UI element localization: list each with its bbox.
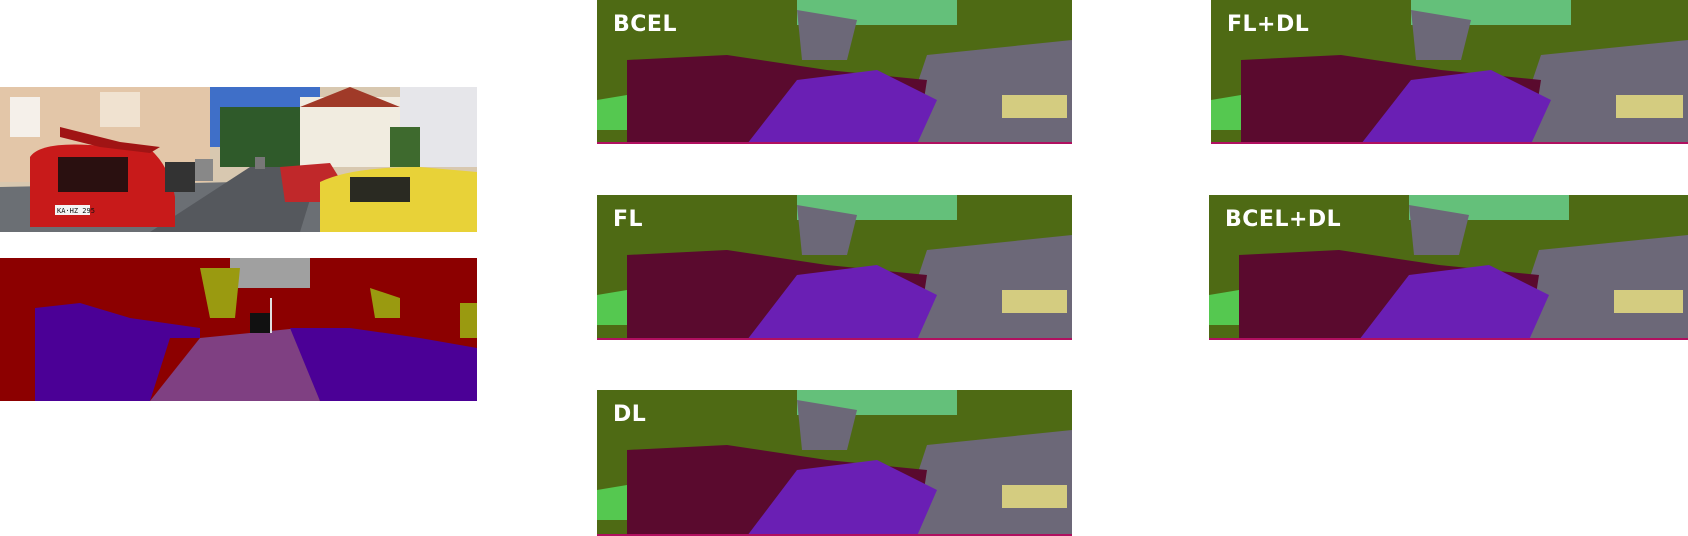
panel-label: FL+DL [1227,12,1310,37]
prediction-mask-bcel [597,0,1072,144]
prediction-mask-fl-dl [1211,0,1688,144]
panel-label: BCEL+DL [1225,207,1342,232]
ground-truth-segmentation [0,258,477,401]
prediction-panel-fl: FL [597,195,1072,340]
prediction-panel-dl: DL [597,390,1072,536]
prediction-mask-fl [597,195,1072,340]
panel-label: DL [613,402,647,427]
street-scene-image: KA·HZ 295 [0,87,477,232]
prediction-panel-bcel-dl: BCEL+DL [1209,195,1688,340]
input-photo: KA·HZ 295 [0,87,477,232]
panel-label: FL [613,207,644,232]
license-plate [55,205,90,215]
prediction-panel-bcel: BCEL [597,0,1072,144]
ground-truth-mask [0,258,477,401]
svg-text:KA·HZ 295: KA·HZ 295 [57,207,95,215]
prediction-mask-dl [597,390,1072,536]
panel-label: BCEL [613,12,677,37]
prediction-mask-bcel-dl [1209,195,1688,340]
prediction-panel-fl-dl: FL+DL [1211,0,1688,144]
